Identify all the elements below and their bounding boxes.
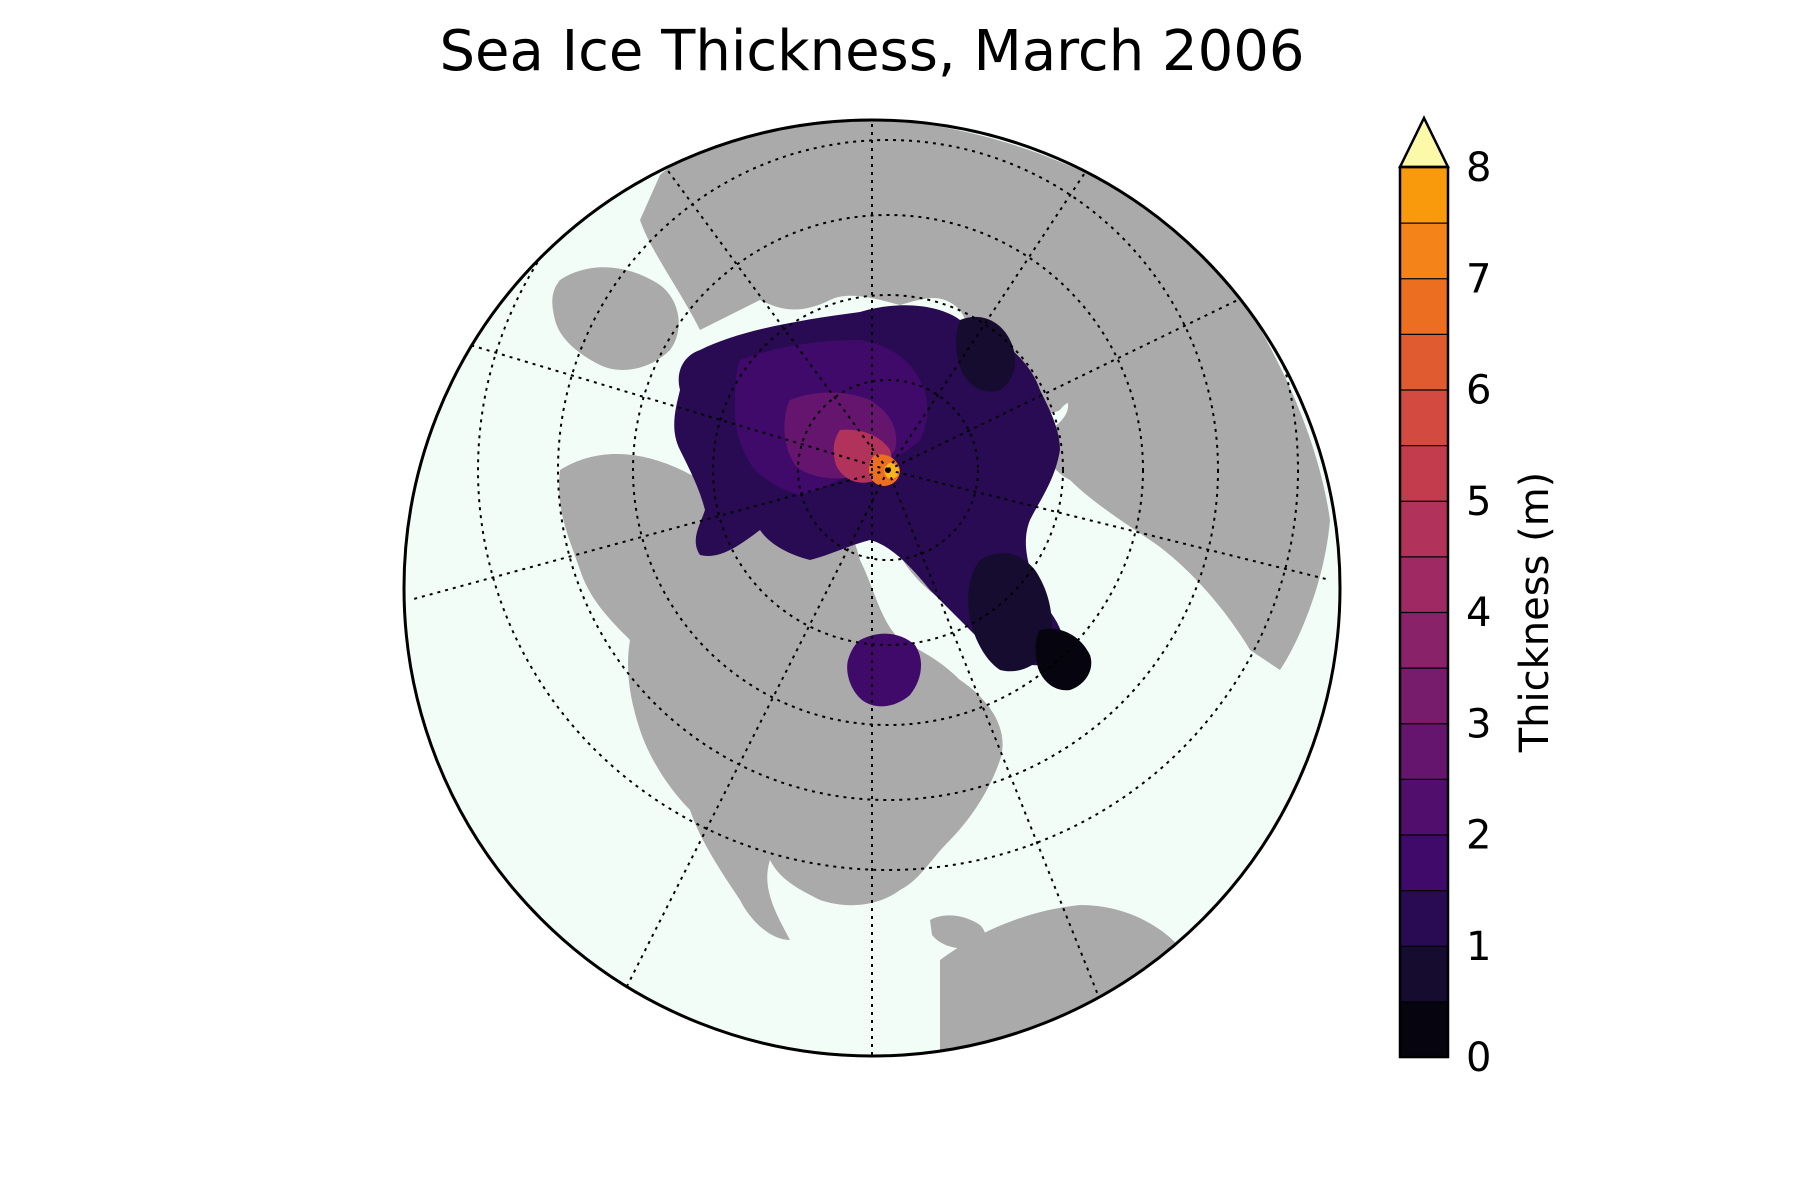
colorbar-extend-arrow [1397, 115, 1451, 169]
colorbar-segment [1399, 388, 1449, 447]
land-eurasia [640, 120, 1330, 670]
latitude-line-40 [477, 120, 1299, 871]
colorbar-tick-label: 7 [1466, 256, 1491, 302]
colorbar-segment [1399, 945, 1449, 1003]
colorbar-segment [1399, 778, 1449, 836]
colorbar-tick-label: 0 [1466, 1035, 1491, 1081]
latitude-line-60 [632, 214, 1144, 726]
colorbar-segment [1399, 333, 1449, 391]
colorbar-segment [1399, 277, 1449, 335]
colorbar-segment [1399, 722, 1449, 780]
meridian-150 [409, 469, 889, 601]
colorbar-segment [1399, 833, 1449, 892]
colorbar-tick-label: 1 [1466, 924, 1491, 970]
colorbar: 0 1 2 3 4 5 6 7 8 Thickness (m) [1397, 115, 1558, 1081]
meridian-90 [659, 159, 889, 471]
colorbar-segment [1399, 667, 1449, 725]
colorbar-segment [1399, 222, 1449, 280]
ice-thickness-labrador [1035, 628, 1092, 691]
meridian-180 [619, 469, 889, 1001]
globe-outline [402, 118, 1342, 1058]
colorbar-tick-label: 8 [1466, 145, 1491, 191]
colorbar-segment [1399, 889, 1449, 947]
colorbar-tick-label: 6 [1466, 368, 1491, 414]
sea-ice-field [674, 305, 1092, 707]
colorbar-segment [1399, 166, 1449, 224]
colorbar-tick-label: 3 [1466, 701, 1491, 747]
colorbar-tick-label: 5 [1466, 479, 1491, 525]
land-caribbean [930, 915, 986, 949]
colorbar-segment [1399, 500, 1449, 558]
graticule [409, 120, 1331, 1056]
map-globe [402, 118, 1342, 1058]
meridian-120 [419, 329, 889, 471]
colorbar-segment [1399, 611, 1449, 669]
colorbar-label: Thickness (m) [1512, 472, 1558, 754]
colorbar-ticks: 0 1 2 3 4 5 6 7 8 [1466, 145, 1491, 1081]
latitude-line-70 [712, 294, 1064, 646]
land-north-america [559, 453, 1003, 940]
latitude-line-50 [557, 139, 1219, 801]
land-alaska [552, 267, 679, 370]
colorbar-segments [1399, 166, 1449, 1059]
colorbar-segment [1399, 1000, 1449, 1059]
chart-title: Sea Ice Thickness, March 2006 [439, 19, 1304, 84]
colorbar-frame [1398, 165, 1450, 1059]
colorbar-segment [1399, 444, 1449, 502]
colorbar-tick-label: 4 [1466, 590, 1491, 636]
ice-thickness-hudson [847, 633, 922, 707]
latitude-line-80 [797, 379, 979, 561]
ice-thickness-baffin [968, 553, 1052, 672]
colorbar-segment [1399, 555, 1449, 614]
colorbar-tick-label: 2 [1466, 813, 1491, 859]
